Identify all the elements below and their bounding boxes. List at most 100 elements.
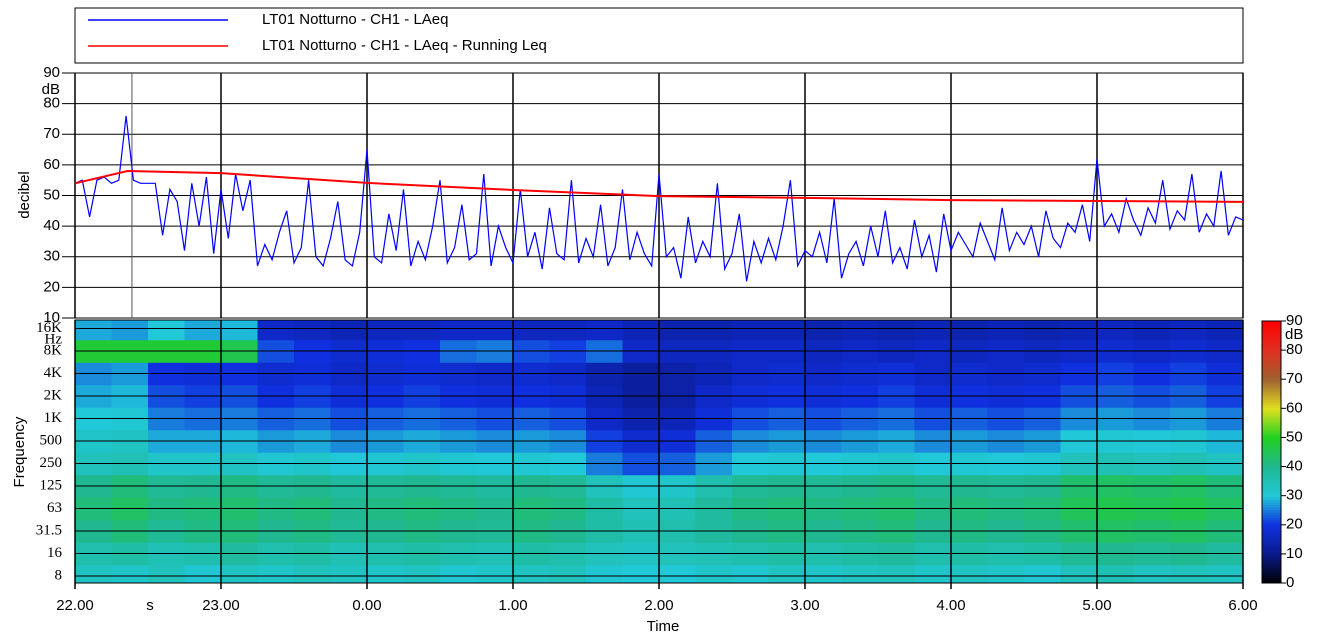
colorbar-step	[1262, 499, 1281, 503]
y-tick-label: 60	[43, 156, 60, 173]
heatmap-cell	[805, 564, 842, 584]
colorbar-step	[1262, 431, 1281, 435]
colorbar-step	[1262, 357, 1281, 361]
colorbar-step	[1262, 402, 1281, 406]
colorbar-step	[1262, 527, 1281, 532]
colorbar-tick-label: 70	[1286, 370, 1303, 387]
colorbar	[1262, 321, 1281, 584]
colorbar-step	[1262, 533, 1281, 537]
colorbar-step	[1262, 467, 1281, 471]
y-tick-label: 80	[43, 95, 60, 112]
colorbar-step	[1262, 321, 1281, 325]
heatmap-cell	[951, 320, 988, 341]
heatmap-cell	[841, 320, 879, 341]
x-tick-label: 5.00	[1082, 597, 1111, 614]
x-tick-label: 6.00	[1228, 597, 1257, 614]
colorbar-step	[1262, 512, 1281, 516]
heatmap-cell	[111, 564, 149, 584]
heatmap-cell	[513, 564, 550, 584]
colorbar-step	[1262, 365, 1281, 369]
heatmap-cell	[257, 320, 295, 341]
heatmap-cell	[1170, 320, 1207, 341]
heatmap-cell	[367, 564, 404, 584]
heatmap-cell	[659, 320, 696, 341]
heatmap-cell	[622, 320, 660, 341]
colorbar-step	[1262, 493, 1281, 498]
colorbar-step	[1262, 355, 1281, 359]
heatmap-cell	[184, 320, 222, 341]
heatmap-cell	[367, 320, 404, 341]
colorbar-step	[1262, 370, 1281, 374]
y-tick-label: 8K	[44, 342, 63, 358]
series-line	[74, 169, 1244, 203]
heatmap-cell	[221, 564, 258, 584]
heatmap-cell	[1060, 320, 1098, 341]
colorbar-step	[1262, 396, 1281, 401]
heatmap-cell	[914, 564, 952, 584]
heatmap-cell	[1024, 564, 1061, 584]
colorbar-step	[1262, 347, 1281, 351]
heatmap-cell	[75, 320, 112, 341]
colorbar-step	[1262, 548, 1281, 553]
heatmap-cell	[1133, 320, 1171, 341]
colorbar-step	[1262, 391, 1281, 395]
colorbar-tick-label: 30	[1286, 487, 1303, 504]
heatmap-cell	[732, 320, 769, 341]
colorbar-step	[1262, 386, 1281, 390]
x-axis-label: Time	[647, 618, 680, 635]
colorbar-step	[1262, 520, 1281, 524]
colorbar-unit: dB	[1285, 326, 1303, 343]
legend-box	[74, 7, 1244, 64]
heatmap-cell	[768, 320, 806, 341]
colorbar-step	[1262, 491, 1281, 495]
heatmap-cell	[294, 320, 331, 341]
colorbar-step	[1262, 514, 1281, 518]
colorbar-step	[1262, 504, 1281, 508]
colorbar-step	[1262, 567, 1281, 571]
colorbar-step	[1262, 381, 1281, 385]
y-tick-label: 16K	[36, 320, 62, 336]
colorbar-step	[1262, 328, 1281, 332]
colorbar-step	[1262, 496, 1281, 500]
colorbar-step	[1262, 551, 1281, 555]
colorbar-step	[1262, 428, 1281, 432]
heatmap-cell	[403, 564, 441, 584]
colorbar-step	[1262, 394, 1281, 398]
colorbar-step	[1262, 425, 1281, 429]
y-unit: Hz	[45, 331, 63, 347]
heatmap-cell	[1133, 564, 1171, 584]
colorbar-step	[1262, 470, 1281, 474]
y-axis-label: decibel	[16, 171, 33, 219]
y-tick-label: 70	[43, 125, 60, 142]
colorbar-step	[1262, 522, 1281, 526]
colorbar-step	[1262, 438, 1281, 443]
colorbar-step	[1262, 449, 1281, 453]
colorbar-step	[1262, 457, 1281, 461]
heatmap-cell	[184, 564, 222, 584]
colorbar-step	[1262, 486, 1281, 490]
colorbar-step	[1262, 538, 1281, 542]
colorbar-step	[1262, 556, 1281, 560]
colorbar-step	[1262, 441, 1281, 445]
heatmap-cell	[513, 320, 550, 341]
y-tick-label: 10	[43, 309, 60, 326]
heatmap-cell	[257, 564, 295, 584]
colorbar-step	[1262, 462, 1281, 466]
heatmap-cell	[987, 564, 1025, 584]
x-tick-label: 23.00	[202, 597, 240, 614]
y-tick-label: 500	[40, 432, 63, 448]
colorbar-step	[1262, 399, 1281, 403]
heatmap-cell	[622, 564, 660, 584]
heatmap-cell	[476, 564, 514, 584]
colorbar-step	[1262, 433, 1281, 437]
heatmap-cell	[1206, 564, 1244, 584]
colorbar-frame	[1261, 320, 1282, 584]
colorbar-step	[1262, 383, 1281, 387]
heatmap-cell	[148, 320, 185, 341]
heatmap-cell	[586, 564, 623, 584]
colorbar-step	[1262, 559, 1281, 563]
heatmap-cell	[1170, 564, 1207, 584]
colorbar-step	[1262, 535, 1281, 539]
heatmap-cell	[878, 564, 915, 584]
